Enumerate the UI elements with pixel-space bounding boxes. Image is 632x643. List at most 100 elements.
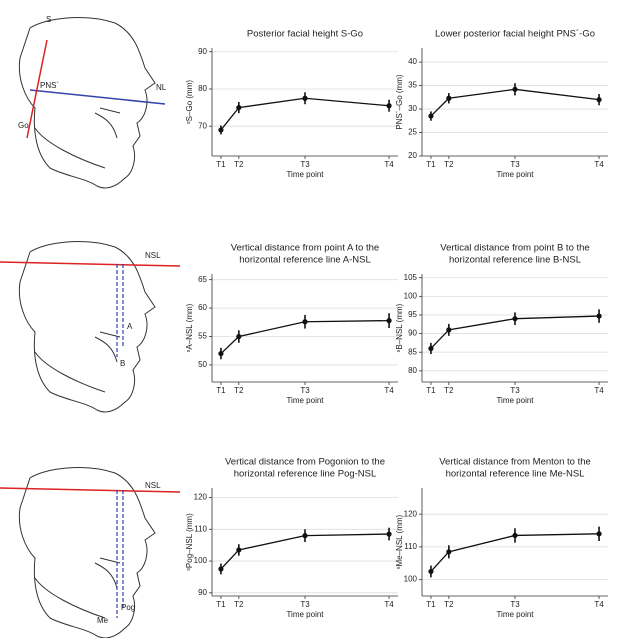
mean-point [512,86,518,92]
diagram-label: B [120,359,125,368]
chart-title: Vertical distance from Pogonion to the [225,457,385,468]
mean-point [386,531,392,537]
y-tick-label: 110 [404,542,417,551]
x-tick-label: T3 [510,600,520,609]
y-tick-label: 120 [404,509,418,518]
x-tick-label: T2 [234,386,244,395]
mean-line [430,315,600,349]
x-tick-label: T2 [444,160,454,169]
y-tick-label: 30 [408,104,417,113]
mean-point [446,95,452,101]
y-tick-label: 80 [198,84,207,93]
x-axis-title: Time point [496,396,534,405]
chart-title: Posterior facial height S-Go [247,29,363,40]
mean-line [220,533,390,570]
nsl-line [0,487,181,493]
chart: Posterior facial height S-Go 70 80 90 T1 T2 T3… [185,29,398,179]
x-tick-label: T3 [300,386,310,395]
y-tick-label: 120 [194,493,208,502]
y-tick-label: 90 [198,588,207,597]
chart-title: horizontal reference line A-NSL [239,255,371,266]
diagram-label: NL [156,83,167,92]
y-tick-label: 50 [198,360,207,369]
x-tick-label: T4 [594,160,604,169]
nl-line [29,89,166,105]
chart: Vertical distance from point B to thehor… [395,243,608,405]
profile-outline [18,241,156,413]
mean-point [218,127,224,133]
y-axis-title: PNS´–Go (mm) [395,74,404,129]
mean-line [430,88,600,117]
y-axis-title: ˢMe–NSL (mm) [395,514,404,569]
chart-title: horizontal reference line Me-NSL [446,469,585,480]
y-tick-label: 100 [404,291,418,300]
mean-point [302,533,308,539]
mean-line [220,97,390,131]
mean-point [218,350,224,357]
profile-outline [18,17,156,189]
nsl-line [0,261,181,267]
mean-point [236,547,242,553]
chart-title: Lower posterior facial height PNS´-Go [435,29,595,40]
mean-point [596,313,602,319]
x-axis-title: Time point [496,610,534,619]
x-tick-label: T1 [426,386,436,395]
x-tick-label: T1 [216,386,226,395]
mean-point [236,333,242,340]
jaw-outline [34,331,121,393]
y-tick-label: 105 [404,273,418,282]
diagram-label: PNS´ [40,81,59,90]
y-tick-label: 40 [408,57,417,66]
cephalogram [0,241,181,413]
mean-line [430,533,600,572]
x-tick-label: T2 [444,600,454,609]
x-tick-label: T4 [384,600,394,609]
mean-point [428,568,434,575]
y-tick-label: 20 [408,151,417,160]
x-tick-label: T3 [510,386,520,395]
s-go-line [26,39,48,139]
y-tick-label: 85 [408,347,417,356]
y-tick-label: 35 [408,81,417,90]
chart: Vertical distance from Menton to thehori… [395,457,608,619]
diagram-label: NSL [145,251,161,260]
cephalogram [18,17,166,189]
x-tick-label: T1 [426,160,436,169]
y-tick-label: 70 [198,121,207,130]
mean-point [596,531,602,537]
mean-point [386,318,392,324]
y-tick-label: 100 [404,575,418,584]
diagram-label: Pog [121,603,135,612]
diagram-label: Go [18,121,29,130]
mean-line [220,319,390,355]
y-tick-label: 25 [408,128,417,137]
chart-title: Vertical distance from point B to the [440,243,589,254]
x-axis-title: Time point [496,170,534,179]
x-tick-label: T4 [384,386,394,395]
jaw-outline [34,557,121,619]
y-tick-label: 95 [408,310,417,319]
profile-outline [18,467,156,639]
y-tick-label: 90 [408,329,417,338]
chart: Vertical distance from Pogonion to theho… [185,457,398,619]
mean-point [386,103,392,109]
y-tick-label: 60 [198,303,207,312]
jaw-outline [34,107,121,169]
x-axis-title: Time point [286,396,324,405]
x-tick-label: T2 [444,386,454,395]
x-tick-label: T4 [594,386,604,395]
mean-point [218,566,224,572]
diagram-label: A [127,322,133,331]
x-axis-title: Time point [286,610,324,619]
x-tick-label: T3 [510,160,520,169]
x-tick-label: T2 [234,160,244,169]
mean-point [302,95,308,101]
mean-point [596,97,602,103]
cephalogram [0,467,181,639]
x-axis-title: Time point [286,170,324,179]
mean-point [512,532,518,539]
y-tick-label: 55 [198,332,207,341]
x-tick-label: T2 [234,600,244,609]
x-tick-label: T1 [426,600,436,609]
mean-point [302,319,308,325]
